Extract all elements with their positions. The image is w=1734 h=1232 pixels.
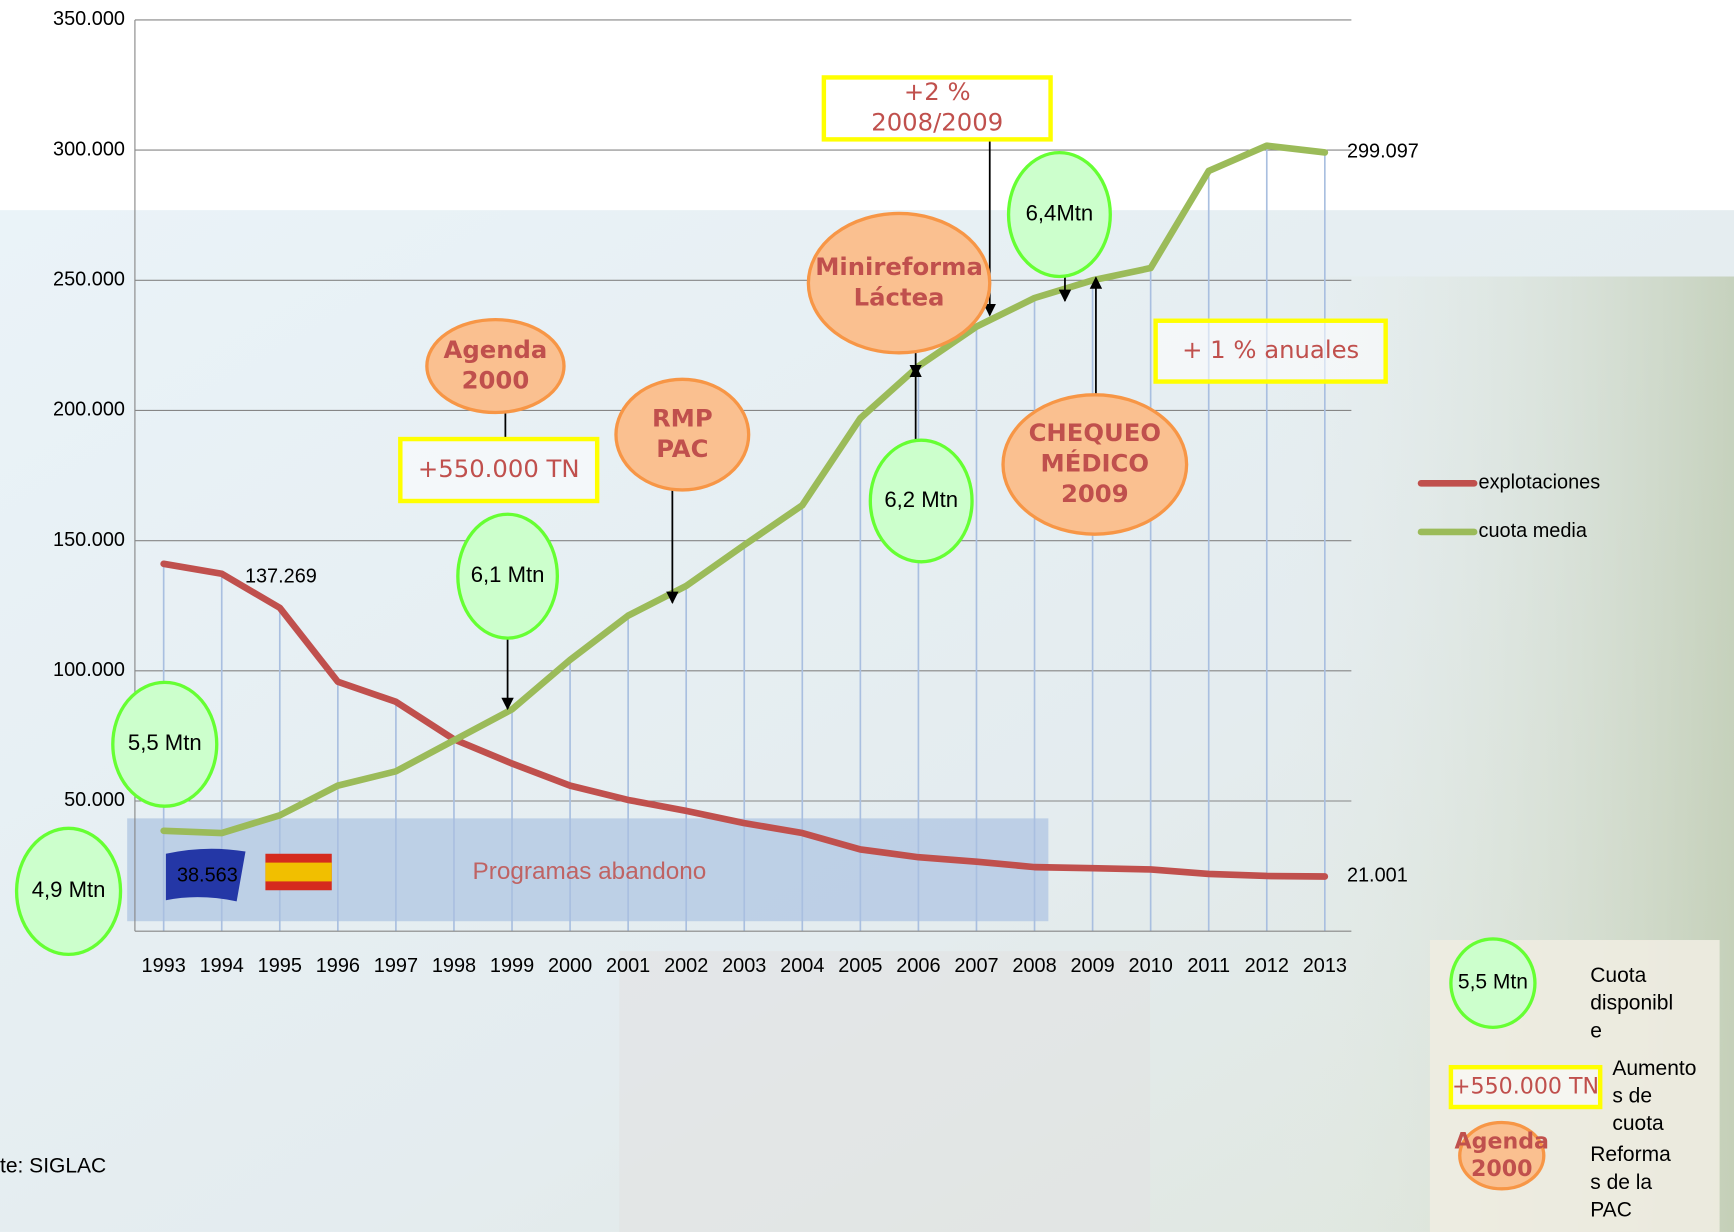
data-label: 137.269 — [245, 565, 317, 587]
x-tick-label: 1999 — [490, 955, 534, 977]
annotation-text: RMP — [652, 403, 713, 432]
key-sample-text: 5,5 Mtn — [1458, 971, 1528, 994]
key-label: cuota — [1612, 1112, 1664, 1135]
key-label: s de la — [1590, 1171, 1652, 1194]
key-label: Cuota — [1590, 964, 1646, 987]
x-tick-label: 1998 — [432, 955, 476, 977]
annotation-text: 6,4Mtn — [1026, 200, 1094, 225]
x-tick-label: 2006 — [896, 955, 940, 977]
key-label: PAC — [1590, 1199, 1632, 1222]
data-label: 38.563 — [177, 864, 238, 886]
y-tick-label: 350.000 — [53, 8, 125, 30]
spain-flag-band — [265, 863, 331, 882]
x-tick-label: 2013 — [1303, 955, 1347, 977]
x-tick-label: 1995 — [258, 955, 302, 977]
key-label: s de — [1612, 1085, 1652, 1108]
chart: 50.000 100.000 150.000 200.000 250.000 300.00… — [0, 0, 1734, 1232]
annotation-text: 2009 — [1061, 479, 1129, 508]
y-tick-label: 150.000 — [53, 529, 125, 551]
annotation-text: Minireforma — [815, 252, 983, 281]
x-tick-label: 2000 — [548, 955, 592, 977]
page: {"chart_data": { "type": "line", "catego… — [0, 0, 1734, 1232]
x-tick-label: 2005 — [838, 955, 882, 977]
x-tick-label: 2001 — [606, 955, 650, 977]
x-tick-label: 2002 — [664, 955, 708, 977]
annotation-text: MÉDICO — [1041, 448, 1150, 477]
x-tick-label: 2007 — [954, 955, 998, 977]
x-tick-label: 2010 — [1129, 955, 1173, 977]
key-sample-text: +550.000 TN — [1452, 1074, 1599, 1100]
x-tick-label: 2008 — [1012, 955, 1056, 977]
legend-label: explotaciones — [1479, 472, 1601, 494]
annotation-text: 5,5 Mtn — [128, 730, 202, 755]
annotation-text: + 1 % anuales — [1182, 335, 1359, 364]
background-building — [619, 951, 1150, 1232]
annotation-text: Láctea — [854, 282, 945, 311]
x-tick-label: 2003 — [722, 955, 766, 977]
y-tick-label: 250.000 — [53, 269, 125, 291]
x-tick-label: 2011 — [1187, 955, 1230, 977]
key-label: disponibl — [1590, 992, 1673, 1015]
annotation-text: 6,1 Mtn — [471, 562, 545, 587]
x-tick-label: 2012 — [1245, 955, 1289, 977]
x-tick-label: 2004 — [780, 955, 824, 977]
annotation-text: 2000 — [462, 365, 530, 394]
key-sample-text: Agenda — [1455, 1128, 1549, 1154]
key-sample-text: 2000 — [1471, 1156, 1533, 1182]
key-label: Reforma — [1590, 1143, 1671, 1166]
annotation-text: +550.000 TN — [418, 454, 580, 483]
annotation-text: 6,2 Mtn — [884, 487, 958, 512]
x-tick-label: 2009 — [1070, 955, 1114, 977]
annotation-text: CHEQUEO — [1029, 418, 1161, 447]
y-tick-label: 100.000 — [53, 659, 125, 681]
x-tick-label: 1993 — [142, 955, 186, 977]
x-tick-label: 1997 — [374, 955, 418, 977]
key-label: e — [1590, 1019, 1602, 1042]
legend-label: cuota media — [1479, 520, 1588, 542]
y-tick-label: 300.000 — [53, 138, 125, 160]
annotation-text: +2 % — [904, 77, 971, 106]
annotation-text: Agenda — [444, 335, 548, 364]
data-label: 299.097 — [1347, 141, 1419, 163]
annotation-text: 4,9 Mtn — [32, 877, 106, 902]
x-tick-label: 1994 — [200, 955, 244, 977]
source: te: SIGLAC — [0, 1154, 106, 1177]
y-tick-label: 200.000 — [53, 399, 125, 421]
annotation-text: 2008/2009 — [871, 108, 1003, 137]
annotation-text: PAC — [656, 434, 708, 463]
key-label: Aumento — [1612, 1057, 1696, 1080]
band-label: Programas abandono — [473, 858, 707, 885]
x-tick-label: 1996 — [316, 955, 360, 977]
data-label: 21.001 — [1347, 865, 1408, 887]
y-tick-label: 50.000 — [64, 789, 125, 811]
